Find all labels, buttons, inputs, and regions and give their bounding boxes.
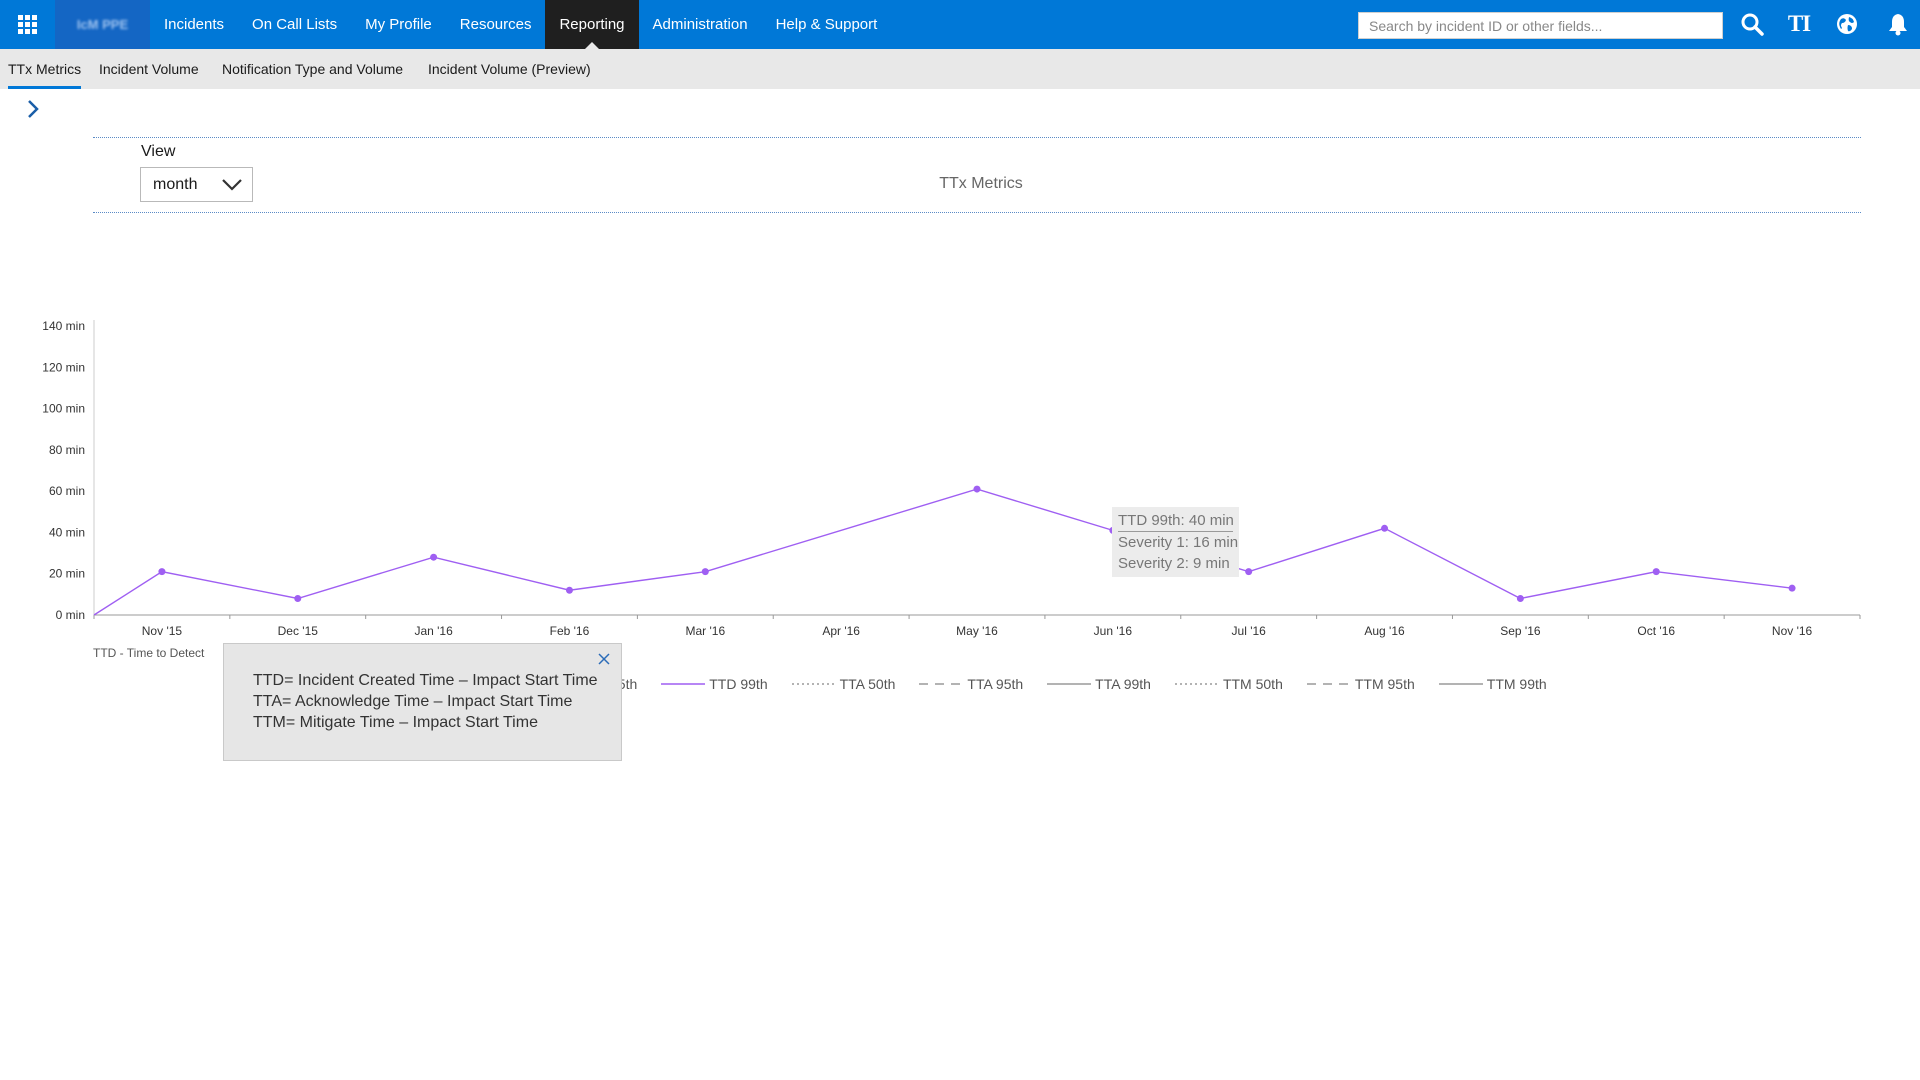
filter-divider-top <box>93 137 1861 138</box>
x-tick-label: Jul '16 <box>1232 624 1267 638</box>
tooltip-line: Severity 2: 9 min <box>1118 555 1230 572</box>
chevron-down-icon <box>222 179 242 191</box>
brand-name: IcM PPE <box>76 17 129 32</box>
legend-label: TTM 99th <box>1486 676 1547 692</box>
legend-label: TTM 95th <box>1354 676 1415 692</box>
y-tick-label: 120 min <box>42 360 85 374</box>
nav-help-support[interactable]: Help & Support <box>775 16 878 33</box>
reporting-subtabs: TTx Metrics Incident Volume Notification… <box>0 49 1920 89</box>
y-tick-label: 40 min <box>49 525 85 539</box>
x-tick-label: Aug '16 <box>1364 624 1405 638</box>
data-point <box>1516 594 1524 602</box>
legend-item[interactable]: TTM 50th <box>1173 676 1283 692</box>
nav-administration[interactable]: Administration <box>652 16 748 33</box>
view-dropdown-value: month <box>153 176 198 193</box>
data-point <box>1788 584 1796 592</box>
y-tick-label: 140 min <box>42 319 85 333</box>
legend-label: TTM 50th <box>1222 676 1283 692</box>
chart-title: TTx Metrics <box>939 175 1023 192</box>
x-tick-label: May '16 <box>956 624 998 638</box>
x-tick-label: Jan '16 <box>414 624 453 638</box>
data-point <box>430 553 438 561</box>
main-nav: Incidents On Call Lists My Profile Resou… <box>150 0 891 49</box>
search-input[interactable] <box>1358 12 1723 39</box>
close-icon[interactable] <box>596 651 612 667</box>
search-icon[interactable] <box>1736 8 1768 40</box>
x-tick-label: Dec '15 <box>278 624 319 638</box>
x-tick-label: Apr '16 <box>822 624 860 638</box>
y-tick-label: 80 min <box>49 443 85 457</box>
tooltip-line: TTD 99th: 40 min <box>1118 511 1234 532</box>
legend-swatch <box>1306 683 1351 685</box>
legend-item[interactable]: TTD 99th <box>659 676 768 692</box>
legend-swatch <box>919 683 964 685</box>
chart-series <box>93 485 1796 616</box>
definition-ttm: TTM= Mitigate Time – Impact Start Time <box>253 714 538 731</box>
app-launcher-icon[interactable] <box>0 0 55 49</box>
data-point <box>1245 568 1253 576</box>
top-navigation-bar: IcM PPE Incidents On Call Lists My Profi… <box>0 0 1920 49</box>
x-axis: Nov '15 Dec '15 Jan '16 Feb '16 Mar '16 Apr '… <box>93 614 1861 638</box>
data-point <box>1381 524 1389 532</box>
data-point <box>1652 568 1660 576</box>
x-tick-label: Nov '16 <box>1772 624 1813 638</box>
view-dropdown[interactable]: month <box>140 167 253 202</box>
x-tick-label: Sep '16 <box>1500 624 1541 638</box>
definition-tta: TTA= Acknowledge Time – Impact Start Tim… <box>253 693 573 710</box>
nav-incidents[interactable]: Incidents <box>164 16 225 33</box>
legend-item[interactable]: TTM 99th <box>1437 676 1547 692</box>
chart-legend: 95th TTD 99th TTA 50th TTA 95th TTA 99th TTM … <box>610 674 1569 694</box>
y-tick-label: 100 min <box>42 402 85 416</box>
x-tick-label: Nov '15 <box>142 624 183 638</box>
definitions-popover: TTD= Incident Created Time – Impact Star… <box>223 643 622 761</box>
brand-logo[interactable]: IcM PPE <box>55 0 150 49</box>
data-point <box>973 485 981 493</box>
view-label: View <box>141 143 176 160</box>
nav-my-profile[interactable]: My Profile <box>365 16 432 33</box>
definition-ttd: TTD= Incident Created Time – Impact Star… <box>253 672 598 689</box>
bell-icon[interactable] <box>1882 8 1914 40</box>
data-point <box>701 568 709 576</box>
tab-incident-volume[interactable]: Incident Volume <box>99 61 199 77</box>
legend-prefix: TTD - Time to Detect <box>93 646 205 660</box>
globe-icon[interactable] <box>1831 8 1863 40</box>
y-tick-label: 0 min <box>56 608 85 622</box>
legend-item[interactable]: TTM 95th <box>1305 676 1415 692</box>
x-tick-label: Jun '16 <box>1094 624 1133 638</box>
x-tick-label: Oct '16 <box>1637 624 1675 638</box>
filter-divider-bottom <box>93 212 1861 213</box>
x-tick-label: Mar '16 <box>685 624 725 638</box>
y-tick-label: 60 min <box>49 484 85 498</box>
ti-icon[interactable]: TI <box>1787 11 1811 36</box>
legend-swatch <box>1438 683 1483 685</box>
legend-label: TTA 95th <box>967 676 1024 692</box>
series-line <box>93 488 1793 616</box>
chevron-right-icon[interactable] <box>22 98 44 120</box>
tab-incident-volume-preview[interactable]: Incident Volume (Preview) <box>428 61 591 77</box>
legend-swatch <box>1174 683 1219 685</box>
legend-swatch <box>661 683 706 685</box>
legend-swatch <box>791 683 836 685</box>
x-tick-label: Feb '16 <box>550 624 590 638</box>
nav-reporting[interactable]: Reporting <box>545 0 639 49</box>
legend-item[interactable]: TTA 95th <box>917 676 1023 692</box>
y-axis: 0 min 20 min 40 min 60 min 80 min 100 min 120 … <box>42 319 95 622</box>
nav-on-call-lists[interactable]: On Call Lists <box>252 16 338 33</box>
data-point <box>565 586 573 594</box>
ttx-line-chart: 0 min 20 min 40 min 60 min 80 min 100 min 120 … <box>42 319 1861 638</box>
data-point <box>294 594 302 602</box>
tab-ttx-metrics[interactable]: TTx Metrics <box>8 49 82 89</box>
legend-item[interactable]: TTA 50th <box>790 676 896 692</box>
tooltip-line: Severity 1: 16 min <box>1118 534 1239 551</box>
legend-label: TTA 99th <box>1095 676 1151 692</box>
legend-swatch <box>1047 683 1092 685</box>
y-tick-label: 20 min <box>49 567 85 581</box>
nav-resources[interactable]: Resources <box>459 16 532 33</box>
legend-item[interactable]: TTA 99th <box>1045 676 1151 692</box>
data-point <box>158 568 166 576</box>
chart-tooltip: TTD 99th: 40 min Severity 1: 16 min Seve… <box>1112 507 1239 577</box>
legend-label: TTD 99th <box>709 676 768 692</box>
tab-notification-type-volume[interactable]: Notification Type and Volume <box>222 61 404 77</box>
legend-label: TTA 50th <box>839 676 896 692</box>
